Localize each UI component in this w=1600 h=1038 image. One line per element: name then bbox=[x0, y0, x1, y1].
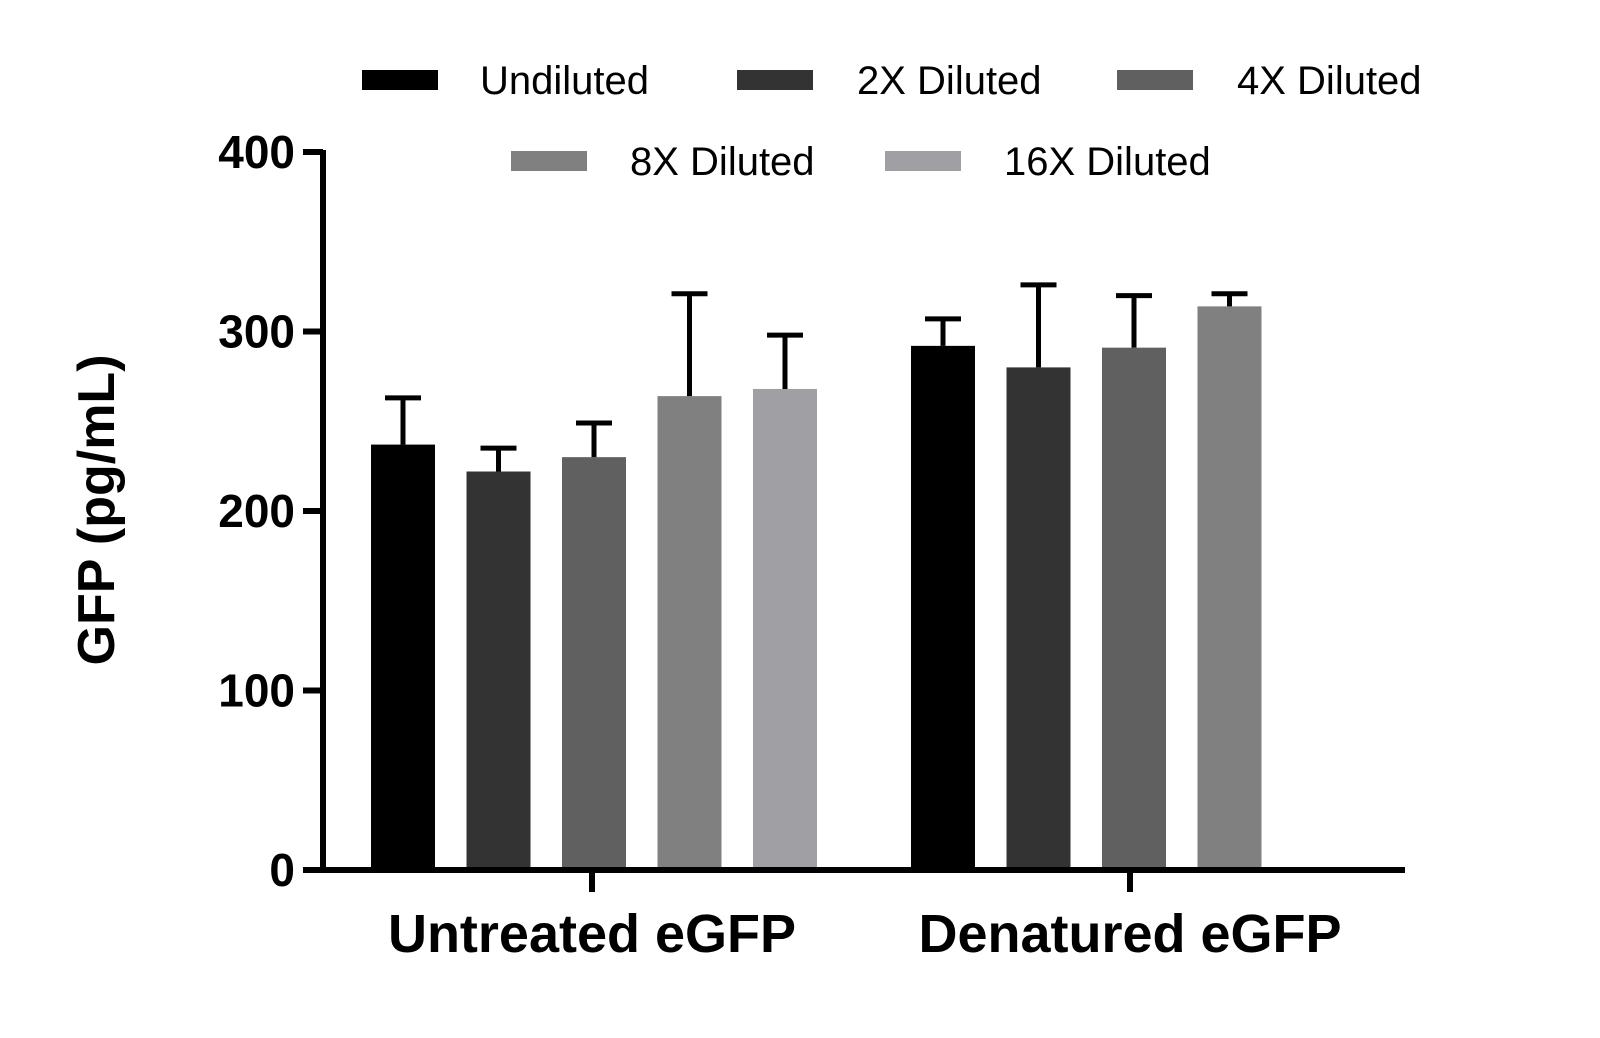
y-tick-label-200: 200 bbox=[218, 485, 295, 537]
legend-label-2x-diluted: 2X Diluted bbox=[857, 59, 1042, 103]
y-tick-label-400: 400 bbox=[218, 126, 295, 178]
bar-untreated-egfp-16x-diluted bbox=[753, 388, 817, 870]
legend-swatch-undiluted bbox=[362, 70, 438, 90]
bar-denatured-egfp-4x-diluted bbox=[1102, 347, 1166, 870]
bar-denatured-egfp-undiluted bbox=[911, 345, 975, 870]
legend-swatch-4x-diluted bbox=[1117, 70, 1193, 90]
legend-label-undiluted: Undiluted bbox=[480, 59, 649, 103]
x-tick-label-denatured-egfp: Denatured eGFP bbox=[918, 904, 1341, 964]
legend-label-8x-diluted: 8X Diluted bbox=[630, 140, 815, 184]
legend-swatch-2x-diluted bbox=[737, 70, 813, 90]
legend: Undiluted 2X Diluted 4X Diluted 8X Diluted 1… bbox=[362, 59, 1422, 184]
y-tick-label-100: 100 bbox=[218, 665, 295, 717]
error-bars-layer bbox=[385, 282, 1248, 472]
bar-denatured-egfp-2x-diluted bbox=[1006, 367, 1071, 870]
y-tick-label-300: 300 bbox=[218, 306, 295, 358]
legend-label-16x-diluted: 16X Diluted bbox=[1004, 140, 1211, 184]
axes: 0 100 200 300 400 Untreated eGFP Denatured eGF… bbox=[218, 126, 1405, 964]
y-axis-label: GFP (pg/mL) bbox=[68, 354, 126, 665]
bar-untreated-egfp-8x-diluted bbox=[657, 396, 722, 870]
bars-layer bbox=[371, 306, 1262, 870]
legend-label-4x-diluted: 4X Diluted bbox=[1237, 59, 1422, 103]
bar-untreated-egfp-4x-diluted bbox=[562, 457, 626, 870]
bar-untreated-egfp-2x-diluted bbox=[466, 471, 531, 870]
legend-swatch-8x-diluted bbox=[511, 151, 587, 171]
bar-untreated-egfp-undiluted bbox=[371, 444, 435, 870]
y-tick-label-0: 0 bbox=[269, 844, 295, 896]
x-tick-label-untreated-egfp: Untreated eGFP bbox=[388, 904, 796, 964]
legend-swatch-16x-diluted bbox=[885, 151, 961, 171]
bar-denatured-egfp-8x-diluted bbox=[1197, 306, 1262, 870]
